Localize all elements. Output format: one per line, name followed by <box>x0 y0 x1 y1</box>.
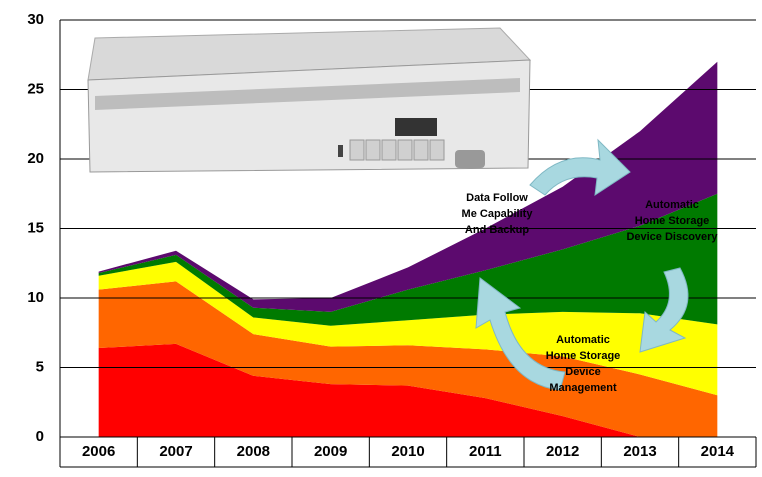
x-tick-label: 2007 <box>159 443 192 460</box>
x-tick-label: 2012 <box>546 443 579 460</box>
x-tick-label: 2014 <box>701 443 735 460</box>
annotation: Automatic <box>645 199 699 211</box>
x-tick-label: 2011 <box>469 443 502 460</box>
annotation: Data Follow <box>466 192 528 204</box>
x-tick-label: 2006 <box>82 443 115 460</box>
annotation: And Backup <box>465 224 529 236</box>
annotation: Me Capability <box>462 208 534 220</box>
annotation: Management <box>549 382 617 394</box>
x-tick-label: 2008 <box>237 443 270 460</box>
x-tick-label: 2009 <box>314 443 347 460</box>
annotation: Automatic <box>556 334 610 346</box>
annotation: Device <box>565 366 600 378</box>
y-tick-label: 30 <box>27 11 44 28</box>
y-tick-label: 5 <box>36 358 44 375</box>
y-tick-label: 10 <box>27 289 44 306</box>
device-image <box>88 28 530 172</box>
annotation: Device Discovery <box>626 231 718 243</box>
x-tick-label: 2013 <box>623 443 656 460</box>
annotation: Home Storage <box>546 350 621 362</box>
y-tick-label: 15 <box>27 219 44 236</box>
y-tick-label: 0 <box>36 428 44 445</box>
chart: 0 5 10 15 20 25 30 2006 2007 2008 2009 2010 2011 2012… <box>0 0 762 472</box>
y-tick-label: 20 <box>27 150 44 167</box>
y-tick-label: 25 <box>27 80 44 97</box>
annotation: Home Storage <box>635 215 710 227</box>
x-tick-label: 2010 <box>391 443 424 460</box>
